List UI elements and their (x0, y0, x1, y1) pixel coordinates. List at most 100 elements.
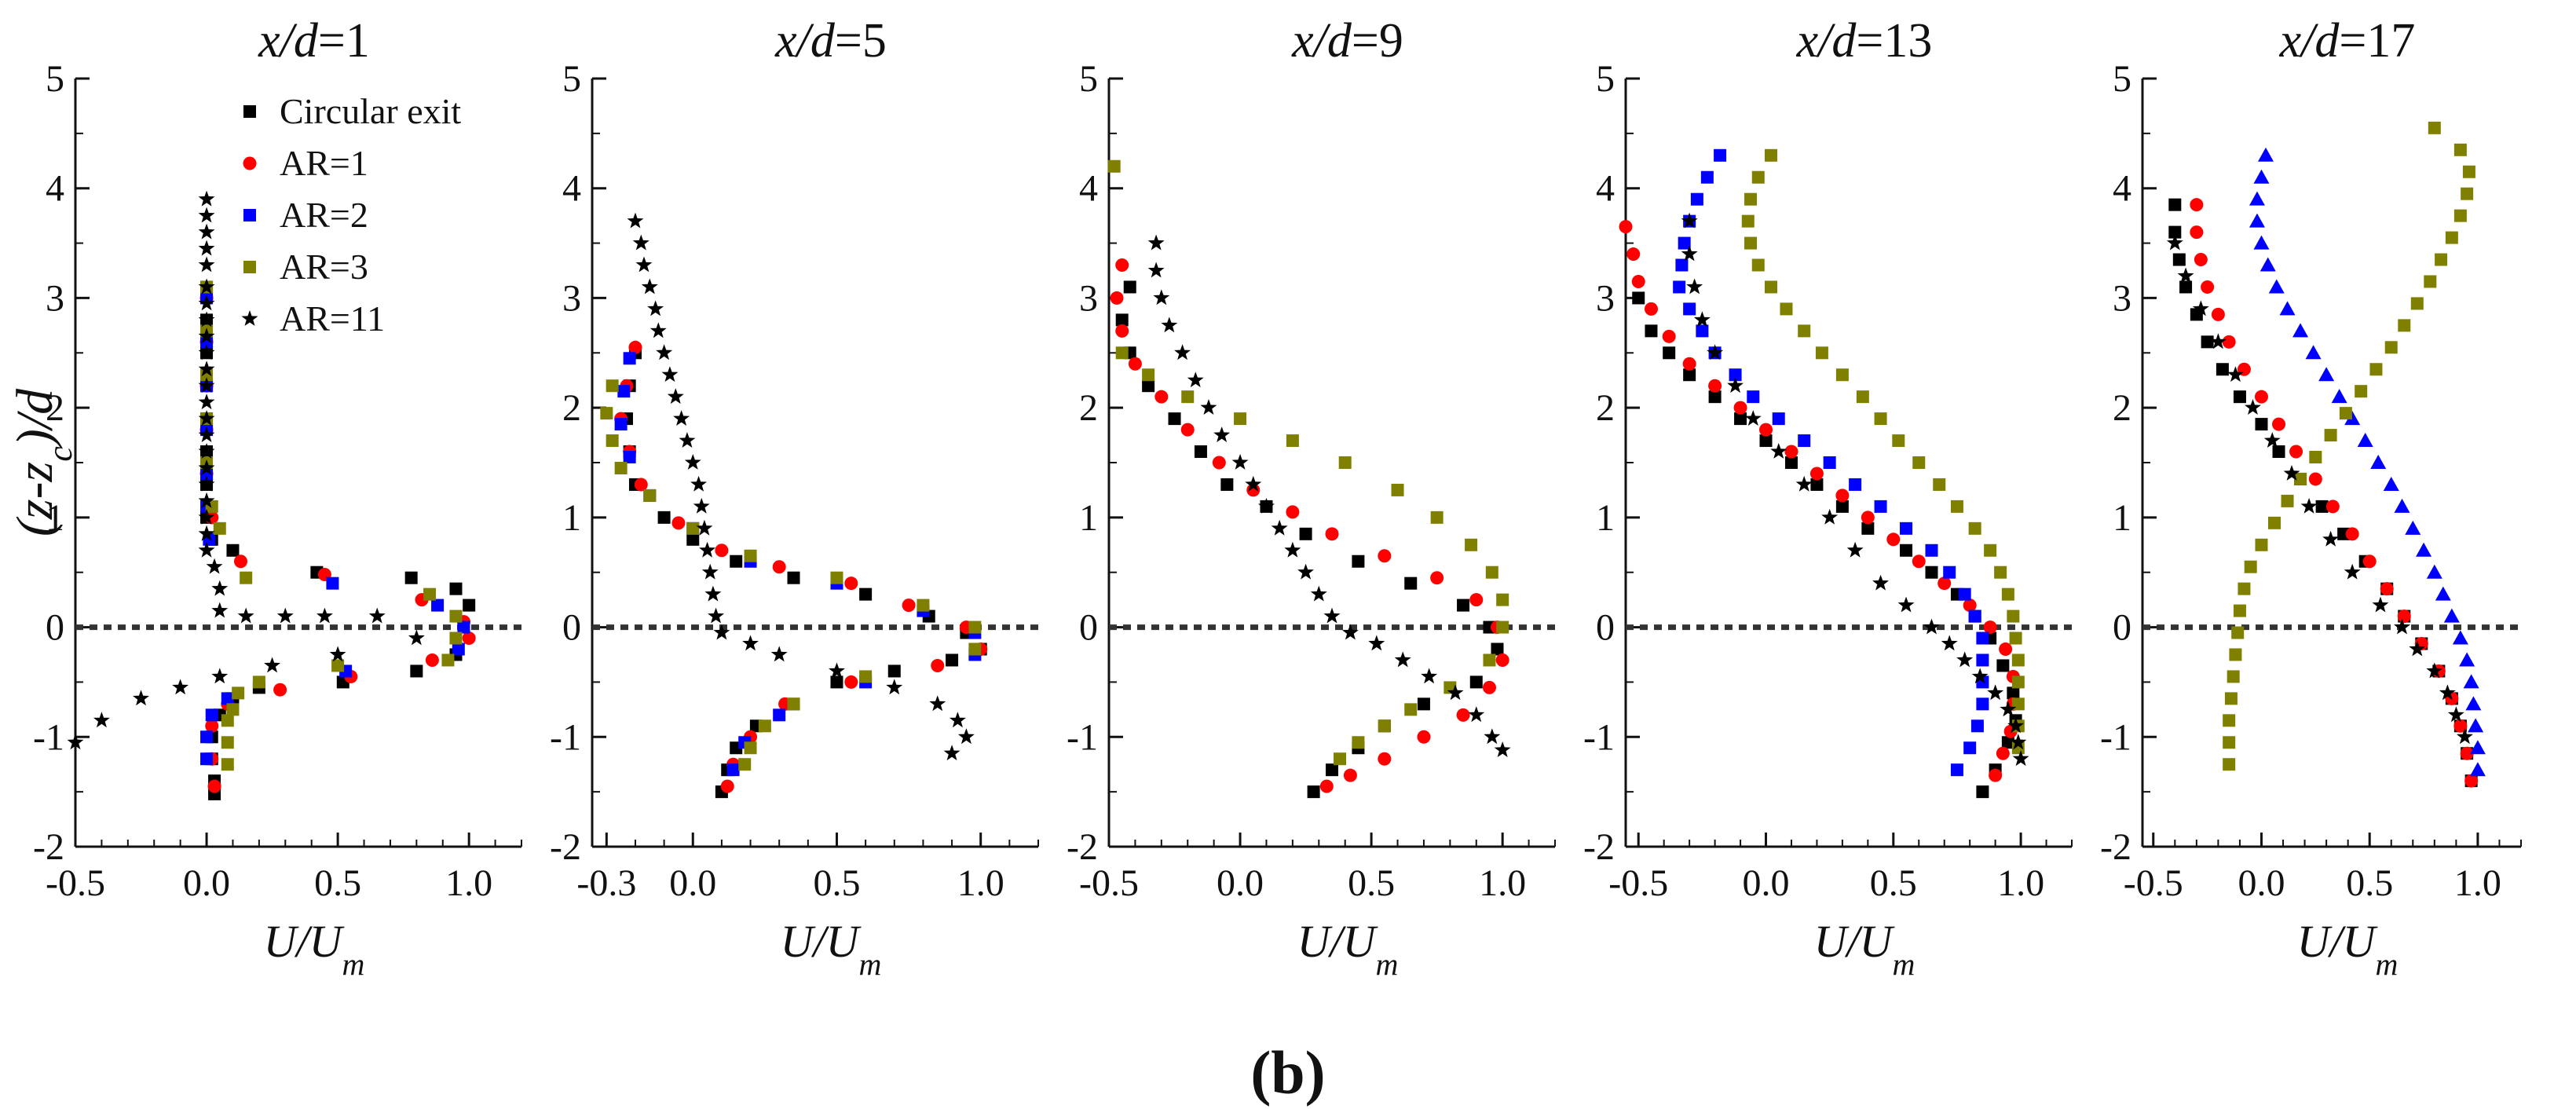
data-point (237, 607, 254, 624)
data-point (617, 385, 631, 398)
x-tick-label: 1.0 (1997, 862, 2044, 904)
data-point (1147, 262, 1165, 278)
data-point (221, 758, 234, 771)
data-point (276, 607, 294, 624)
data-point (1708, 379, 1722, 393)
data-point (2272, 445, 2285, 459)
data-point (240, 571, 253, 584)
data-point (1856, 390, 1869, 404)
data-point (859, 670, 873, 683)
legend-item: AR=2 (243, 195, 368, 235)
data-point (1733, 401, 1747, 415)
data-point (684, 454, 701, 470)
series-ar-2 (614, 352, 982, 777)
data-point (1107, 159, 1121, 173)
data-point (2325, 500, 2340, 514)
data-point (738, 758, 752, 771)
data-point (2424, 275, 2437, 288)
data-point (2233, 390, 2246, 404)
legend-marker (243, 261, 256, 273)
data-point (1142, 368, 1155, 382)
y-tick-label: -2 (2100, 826, 2131, 868)
data-point (2172, 253, 2186, 266)
data-point (2426, 662, 2443, 679)
data-point (2194, 253, 2208, 267)
data-point (2227, 366, 2244, 382)
data-point (1319, 779, 1334, 793)
y-tick-label: 1 (2113, 497, 2131, 539)
x-tick-label: -0.5 (2124, 862, 2183, 904)
data-point (232, 686, 245, 700)
data-point (1325, 527, 1339, 541)
data-point (198, 311, 215, 328)
data-point (2177, 267, 2194, 284)
data-point (634, 478, 648, 492)
data-point (198, 541, 215, 558)
series-ar-2 (2249, 147, 2486, 777)
series-ar-1 (614, 340, 988, 793)
series-ar-11 (1147, 234, 1511, 757)
data-point (457, 620, 470, 634)
data-point (1456, 708, 1470, 722)
data-point (744, 549, 757, 562)
data-point (133, 690, 149, 706)
data-point (2244, 560, 2257, 573)
x-tick-label: 0.5 (1348, 862, 1395, 904)
data-point (1886, 533, 1901, 547)
data-point (211, 602, 229, 618)
data-point (1678, 236, 1691, 250)
data-point (614, 461, 628, 474)
legend-label: AR=11 (280, 298, 385, 339)
data-point (1494, 741, 1511, 757)
data-point (329, 646, 346, 662)
legend-marker (243, 209, 256, 221)
data-point (1968, 609, 1981, 623)
data-point (2190, 225, 2204, 240)
data-point (844, 675, 858, 689)
data-point (462, 631, 476, 646)
data-point (1765, 148, 1778, 162)
data-point (704, 585, 722, 602)
data-point (317, 607, 333, 624)
data-point (1343, 768, 1357, 782)
y-tick-label: 0 (562, 607, 581, 649)
data-point (2439, 684, 2456, 701)
data-point (641, 278, 658, 295)
data-point (1729, 368, 1742, 382)
data-point (2268, 516, 2281, 529)
data-point (441, 653, 455, 667)
data-point (844, 576, 858, 591)
panel-title: x/d=1 (258, 14, 370, 68)
data-point (1683, 302, 1696, 316)
data-point (1933, 478, 1946, 491)
data-point (423, 587, 437, 601)
data-point (1485, 565, 1498, 579)
data-point (2355, 385, 2368, 398)
series-ar-11 (627, 212, 975, 761)
data-point (2223, 758, 2236, 771)
data-point (2001, 587, 2014, 601)
data-point (211, 668, 229, 684)
data-point (623, 451, 636, 464)
data-point (2010, 734, 2027, 750)
data-point (1941, 635, 1958, 651)
data-point (1115, 324, 1129, 338)
data-point (2322, 530, 2340, 547)
data-point (1861, 522, 1875, 535)
data-point (679, 432, 696, 448)
panel-title-var: x/d (774, 14, 836, 68)
data-point (200, 752, 214, 766)
data-point (2463, 674, 2479, 689)
data-point (198, 426, 215, 442)
data-point (2465, 696, 2482, 711)
data-point (656, 344, 673, 361)
data-point (449, 609, 463, 623)
data-point (198, 459, 215, 475)
data-point (917, 598, 930, 612)
x-tick-label: 1.0 (957, 862, 1004, 904)
data-point (2166, 234, 2183, 251)
y-tick-label: 5 (1079, 58, 1098, 100)
y-tick-label: -1 (33, 716, 64, 758)
data-point (1286, 505, 1300, 519)
series-ar-3 (600, 379, 982, 771)
